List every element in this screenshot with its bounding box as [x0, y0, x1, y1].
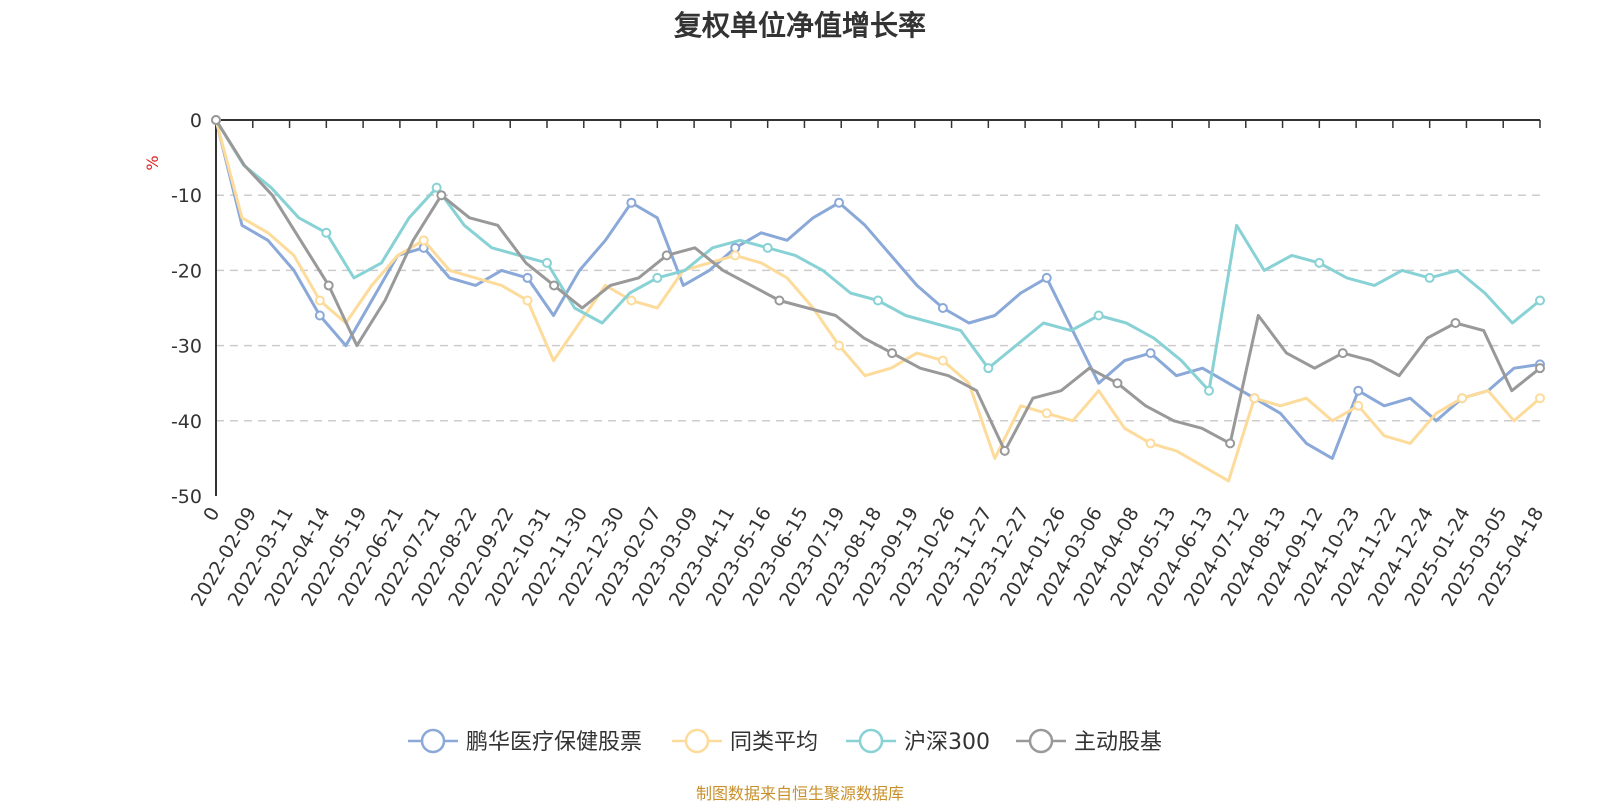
data-point	[652, 272, 663, 283]
legend-label: 主动股基	[1074, 730, 1162, 755]
legend-item[interactable]: 鹏华医疗保健股票	[408, 728, 642, 755]
source-note: 制图数据来自恒生聚源数据库	[695, 784, 904, 803]
data-point	[1353, 385, 1364, 396]
data-point	[1424, 272, 1435, 283]
data-point	[937, 303, 948, 313]
y-tick-label: -10	[171, 185, 202, 207]
data-point	[1337, 348, 1348, 359]
data-point	[431, 182, 442, 193]
legend[interactable]: 鹏华医疗保健股票 同类平均 沪深300 主动股基	[408, 728, 1162, 755]
legend-swatch-icon	[420, 728, 446, 754]
data-point	[1314, 257, 1325, 268]
data-point	[1204, 385, 1214, 396]
data-point	[1535, 393, 1545, 404]
data-point	[1457, 393, 1468, 404]
y-tick-label: -50	[171, 486, 202, 508]
gridlines	[216, 194, 1540, 422]
data-point	[436, 190, 447, 201]
data-point	[1535, 295, 1545, 306]
data-point	[549, 280, 560, 291]
series-3	[211, 115, 1545, 456]
legend-item[interactable]: 主动股基	[1016, 728, 1162, 755]
legend-item[interactable]: 沪深300	[846, 728, 990, 755]
data-point	[983, 363, 994, 374]
data-point	[1041, 408, 1052, 419]
legend-label: 沪深300	[904, 730, 990, 755]
data-point	[314, 295, 325, 306]
data-point	[321, 227, 332, 238]
data-point	[542, 257, 552, 268]
axes: 0-10-20-30-40-50%02022-02-092022-03-1120…	[143, 110, 1548, 610]
y-tick-label: 0	[190, 110, 202, 132]
series-layer	[211, 115, 1545, 483]
data-point	[323, 280, 334, 291]
data-point	[1225, 438, 1236, 449]
data-point	[1450, 318, 1461, 329]
y-tick-label: -40	[171, 411, 202, 433]
data-point	[522, 272, 533, 283]
data-point	[1353, 400, 1364, 411]
data-point	[1041, 272, 1052, 283]
data-point	[1145, 438, 1156, 449]
data-point	[887, 348, 898, 359]
data-point	[834, 340, 845, 351]
x-tick-label: 0	[199, 504, 224, 525]
series-line	[214, 119, 1541, 453]
data-point	[762, 242, 773, 253]
data-point	[1093, 310, 1104, 321]
y-tick-label: -20	[171, 260, 202, 282]
legend-label: 鹏华医疗保健股票	[466, 730, 642, 755]
legend-item[interactable]: 同类平均	[672, 728, 818, 755]
data-point	[314, 310, 325, 321]
data-point	[1535, 363, 1545, 374]
data-point	[774, 295, 785, 306]
data-point	[999, 445, 1010, 456]
series-line	[214, 119, 1541, 460]
legend-swatch-icon	[684, 728, 710, 754]
data-point	[418, 235, 429, 246]
data-point	[730, 250, 741, 261]
chart-title: 复权单位净值增长率	[673, 9, 926, 42]
data-point	[626, 295, 637, 306]
y-axis-unit: %	[143, 155, 162, 170]
data-point	[1145, 348, 1156, 359]
data-point	[937, 355, 948, 366]
data-point	[211, 115, 221, 125]
data-point	[661, 250, 672, 261]
series-line	[214, 119, 1541, 483]
data-point	[834, 197, 845, 208]
y-tick-label: -30	[171, 336, 202, 358]
series-0	[211, 115, 1545, 460]
legend-swatch-icon	[858, 728, 884, 754]
data-point	[626, 197, 637, 208]
data-point	[1112, 378, 1123, 389]
data-point	[873, 295, 883, 306]
legend-label: 同类平均	[730, 730, 818, 755]
data-point	[522, 295, 533, 306]
legend-swatch-icon	[1028, 728, 1054, 754]
data-point	[1249, 393, 1260, 404]
